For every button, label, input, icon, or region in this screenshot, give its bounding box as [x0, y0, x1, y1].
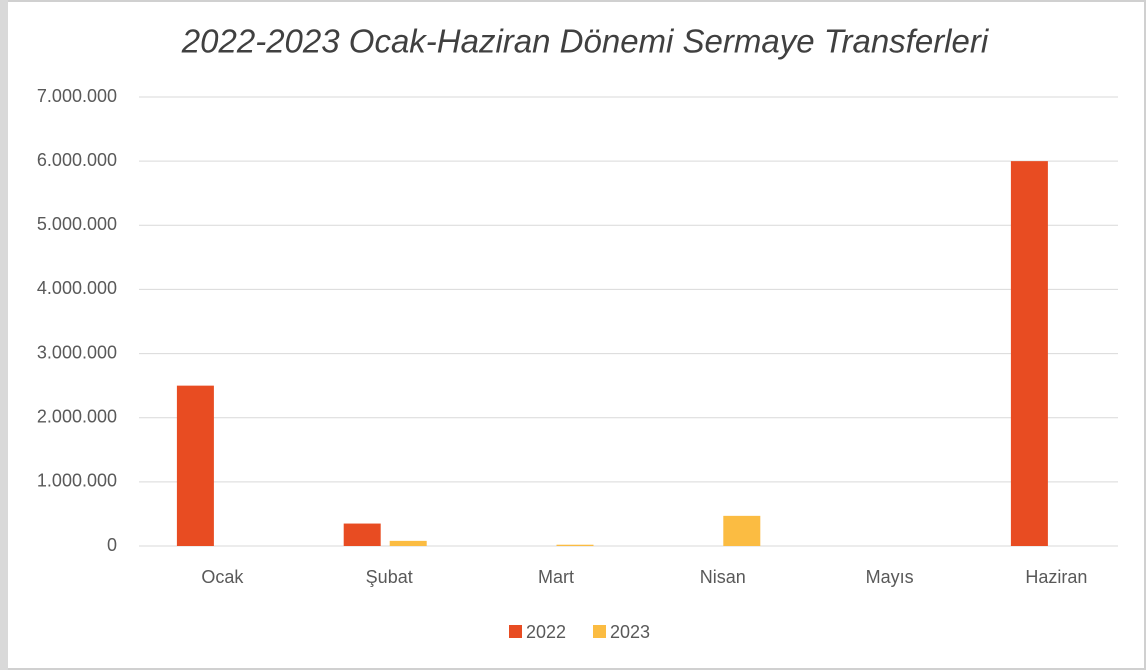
y-tick-label: 6.000.000 [37, 150, 117, 170]
bar [343, 523, 381, 546]
legend-label: 2023 [610, 622, 650, 642]
x-tick-label: Mart [538, 567, 574, 587]
y-tick-label: 3.000.000 [37, 342, 117, 362]
legend-label: 2022 [526, 622, 566, 642]
x-tick-label: Haziran [1025, 567, 1087, 587]
y-tick-label: 1.000.000 [37, 471, 117, 491]
chart-title: 2022-2023 Ocak-Haziran Dönemi Sermaye Tr… [181, 23, 990, 60]
y-tick-label: 4.000.000 [37, 278, 117, 298]
y-tick-label: 5.000.000 [37, 214, 117, 234]
bar [389, 540, 427, 546]
y-tick-label: 7.000.000 [37, 86, 117, 106]
x-tick-label: Mayıs [866, 567, 914, 587]
y-tick-label: 0 [107, 535, 117, 555]
bar [723, 515, 761, 546]
x-tick-label: Ocak [201, 567, 244, 587]
bar [176, 385, 214, 546]
x-tick-label: Nisan [700, 567, 746, 587]
bar [556, 544, 594, 546]
legend-swatch [593, 625, 606, 638]
bar [1010, 161, 1048, 546]
legend-swatch [509, 625, 522, 638]
y-tick-label: 2.000.000 [37, 406, 117, 426]
x-tick-label: Şubat [366, 567, 413, 587]
left-edge [0, 0, 8, 670]
